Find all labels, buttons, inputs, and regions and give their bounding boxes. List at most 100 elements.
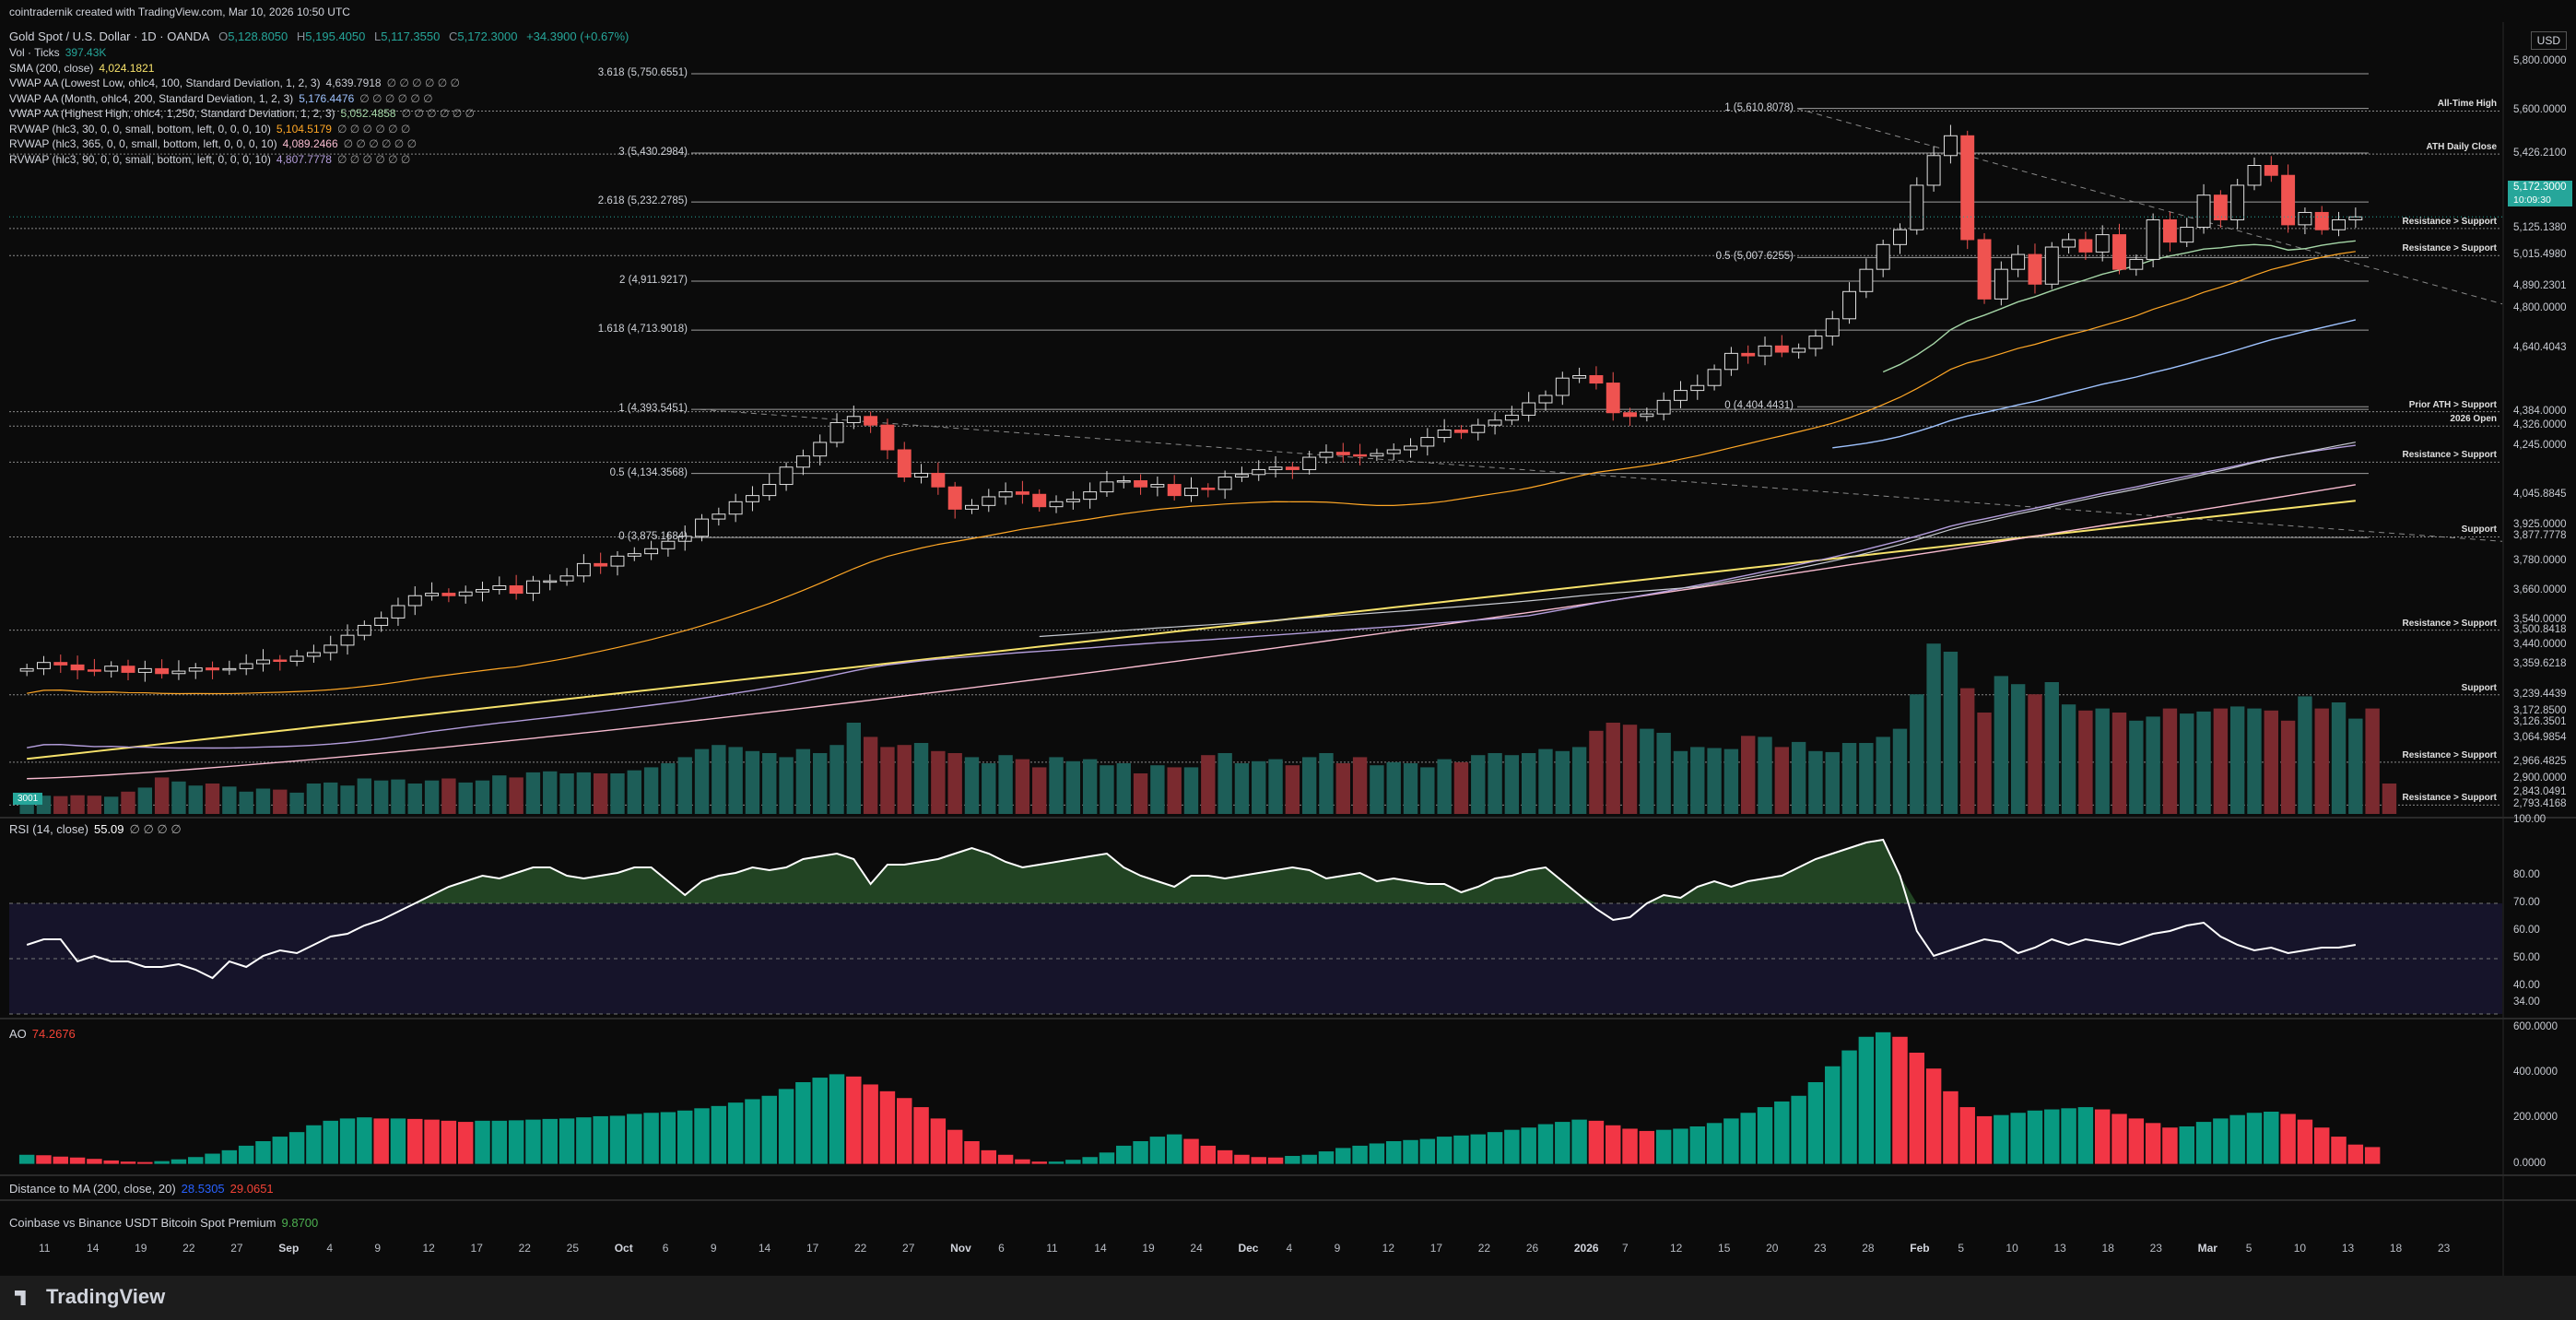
- indicator-row: VWAP AA (Month, ohlc4, 200, Standard Dev…: [9, 92, 439, 105]
- candle-body: [1049, 501, 1064, 508]
- currency-button[interactable]: USD: [2530, 31, 2567, 50]
- ao-bar: [1285, 1156, 1300, 1164]
- rsi-axis-label: 70.00: [2513, 897, 2540, 908]
- volume-bar: [255, 788, 271, 814]
- volume-bar: [340, 785, 355, 814]
- candle-body: [70, 664, 85, 671]
- symbol-title: Gold Spot / U.S. Dollar · 1D · OANDA: [9, 29, 210, 43]
- ao-bar: [272, 1137, 288, 1164]
- volume-bar: [424, 780, 440, 814]
- ao-bar: [2061, 1108, 2076, 1164]
- indicator-value: 5,104.5179: [276, 122, 332, 136]
- volume-bar: [1926, 643, 1941, 814]
- ao-bar: [863, 1084, 878, 1164]
- ao-bar: [2077, 1107, 2094, 1164]
- ao-bar: [1267, 1157, 1284, 1164]
- chart-svg[interactable]: [0, 0, 2576, 1276]
- time-axis-tick: 23: [2149, 1242, 2162, 1255]
- candle-body: [1876, 243, 1890, 270]
- price-axis-label: 5,125.1380: [2513, 221, 2567, 233]
- ao-bar: [609, 1115, 626, 1164]
- trendline: [700, 408, 2503, 542]
- candle-body: [155, 667, 170, 675]
- sr-level-label: Support: [2461, 682, 2497, 693]
- ao-bar: [373, 1118, 389, 1164]
- volume-bar: [1082, 759, 1098, 814]
- fib-label: 2.618 (5,232.2785): [597, 195, 688, 207]
- ao-bar: [1622, 1128, 1638, 1164]
- ao-bar: [2094, 1109, 2111, 1164]
- time-axis-tick: 6: [662, 1242, 669, 1255]
- candle-body: [813, 442, 828, 457]
- fib-label: 1.618 (4,713.9018): [597, 324, 688, 336]
- volume-bar: [1150, 765, 1165, 814]
- indicator-dots: ∅ ∅ ∅ ∅ ∅ ∅: [401, 107, 475, 120]
- ao-bar: [457, 1122, 474, 1164]
- countdown-badge: 10:09:30: [2508, 194, 2572, 206]
- candle-body: [1758, 345, 1772, 357]
- candle-body: [864, 416, 878, 426]
- time-axis-tick: Sep: [278, 1242, 300, 1255]
- ao-bar: [947, 1129, 963, 1164]
- volume-bar: [1994, 676, 2009, 814]
- tradingview-logo[interactable]: TradingView: [15, 1285, 165, 1309]
- candle-body: [2112, 234, 2126, 270]
- ao-bar: [1605, 1125, 1621, 1164]
- open-label: O: [218, 29, 229, 43]
- indicator-label: RVWAP (hlc3, 365, 0, 0, small, bottom, l…: [9, 137, 277, 150]
- candle-body: [1167, 484, 1182, 497]
- time-axis-tick: 17: [470, 1242, 483, 1255]
- candle-body: [1792, 348, 1806, 353]
- volume-bar: [982, 763, 996, 814]
- premium-legend: Coinbase vs Binance USDT Bitcoin Spot Pr…: [9, 1216, 323, 1230]
- candle-body: [627, 553, 641, 557]
- candle-body: [2196, 194, 2211, 229]
- candle-body: [2213, 194, 2228, 221]
- volume-bar: [1977, 713, 1992, 814]
- volume-bar: [762, 753, 777, 814]
- time-axis-tick: 23: [2437, 1242, 2451, 1255]
- candle-body: [206, 667, 220, 671]
- ao-bar: [53, 1156, 69, 1164]
- candle-body: [745, 495, 759, 502]
- candle-body: [2011, 253, 2026, 270]
- candle-body: [2129, 258, 2144, 270]
- fib-label: 0.5 (4,134.3568): [609, 466, 688, 478]
- volume-bar: [576, 772, 592, 814]
- price-axis-label: 3,359.6218: [2513, 658, 2567, 670]
- price-axis-label: 5,800.0000: [2513, 54, 2567, 66]
- candle-body: [1723, 352, 1738, 371]
- ao-bar: [1774, 1101, 1790, 1164]
- volume-bar: [1825, 751, 1840, 814]
- volume-bar: [1015, 759, 1030, 814]
- candle-body: [1134, 480, 1148, 488]
- change-value: +34.3900 (+0.67%): [526, 29, 629, 43]
- volume-bar: [1370, 765, 1384, 814]
- volume-bar: [1571, 747, 1587, 814]
- price-axis-label: 2,966.4825: [2513, 755, 2567, 767]
- ao-bar: [2364, 1147, 2381, 1164]
- candle-body: [1589, 375, 1604, 384]
- candle-body: [795, 455, 810, 468]
- candle-body: [87, 669, 101, 672]
- candle-body: [1825, 318, 1840, 337]
- ao-bar: [525, 1119, 541, 1164]
- candle-body: [256, 659, 270, 665]
- candle-body: [273, 659, 288, 662]
- volume-bar: [1673, 750, 1688, 814]
- time-axis-tick: 13: [2341, 1242, 2355, 1255]
- price-axis-label: 3,780.0000: [2513, 554, 2567, 566]
- ao-bar: [1369, 1143, 1385, 1164]
- candle-body: [121, 666, 135, 673]
- volume-bar: [1723, 748, 1739, 814]
- volume-bar: [1960, 688, 1975, 814]
- candle-body: [914, 472, 929, 477]
- candle-body: [1572, 375, 1587, 379]
- volume-bar: [1335, 763, 1350, 814]
- volume-bar: [1100, 765, 1114, 814]
- ao-bar: [1841, 1050, 1857, 1164]
- volume-bar: [357, 778, 372, 814]
- ao-bar: [778, 1089, 794, 1164]
- volume-bar: [1859, 743, 1874, 814]
